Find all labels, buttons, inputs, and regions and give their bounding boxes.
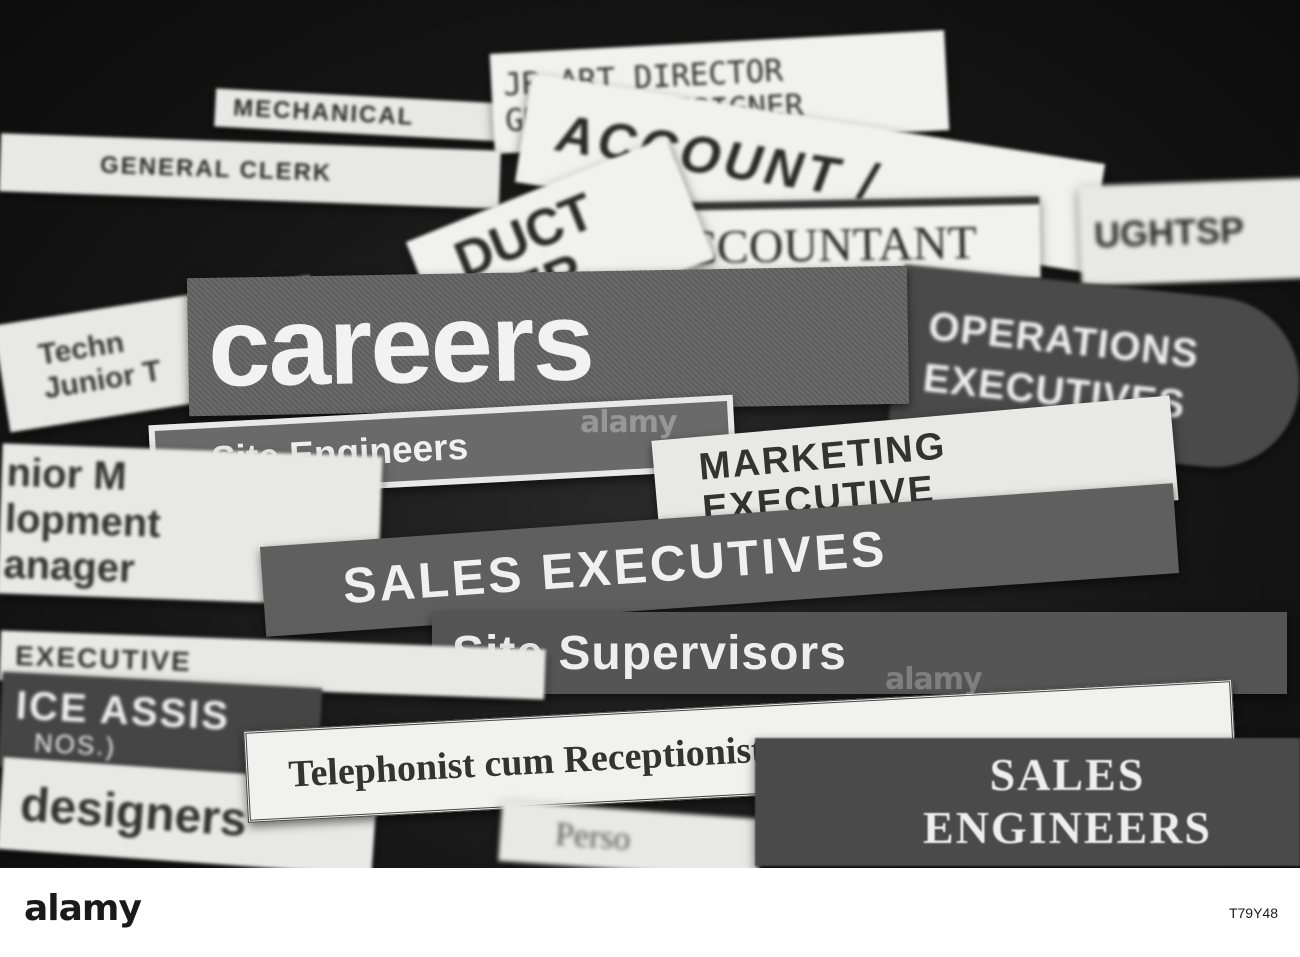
stock-footer (0, 868, 1300, 957)
clipping-text: lopment (4, 496, 162, 546)
clipping-draughtsp: UGHTSP (1078, 178, 1300, 286)
clipping-text: designers (18, 777, 249, 847)
clipping-text: MECHANICAL (232, 94, 415, 131)
clipping-perso: Perso (498, 801, 762, 868)
alamy-logo: alamy (24, 888, 142, 929)
clipping-general-clerk: GENERAL CLERK (0, 133, 501, 209)
watermark: alamy (885, 662, 983, 697)
clipping-site-supervisors: Site Supervisors (432, 612, 1287, 694)
clipping-text: anager (2, 542, 136, 592)
clipping-text: GENERAL CLERK (99, 151, 333, 187)
clipping-text: SALES EXECUTIVES (340, 520, 889, 615)
clipping-text: Perso (553, 815, 632, 858)
clipping-mechanical: MECHANICAL (214, 88, 506, 142)
clipping-sales-engineers: SALES ENGINEERS (755, 738, 1300, 866)
clipping-text: ENGINEERS (923, 802, 1212, 853)
photo-scene: MECHANICAL JR ART DIRECTOR GRAPHIC DESIG… (0, 0, 1300, 868)
clipping-text: EXECUTIVE (14, 640, 193, 678)
watermark: alamy (580, 405, 678, 440)
clipping-text: SALES (989, 749, 1146, 801)
clipping-careers: careers (186, 265, 910, 417)
clipping-text: NOS.) (33, 727, 117, 762)
clipping-text: UGHTSP (1093, 209, 1245, 256)
clipping-text: nior M (5, 450, 128, 499)
clipping-text: careers (206, 277, 594, 410)
clipping-text: Telephonist cum Receptionist (287, 728, 765, 796)
image-id: T79Y48 (1228, 905, 1278, 921)
